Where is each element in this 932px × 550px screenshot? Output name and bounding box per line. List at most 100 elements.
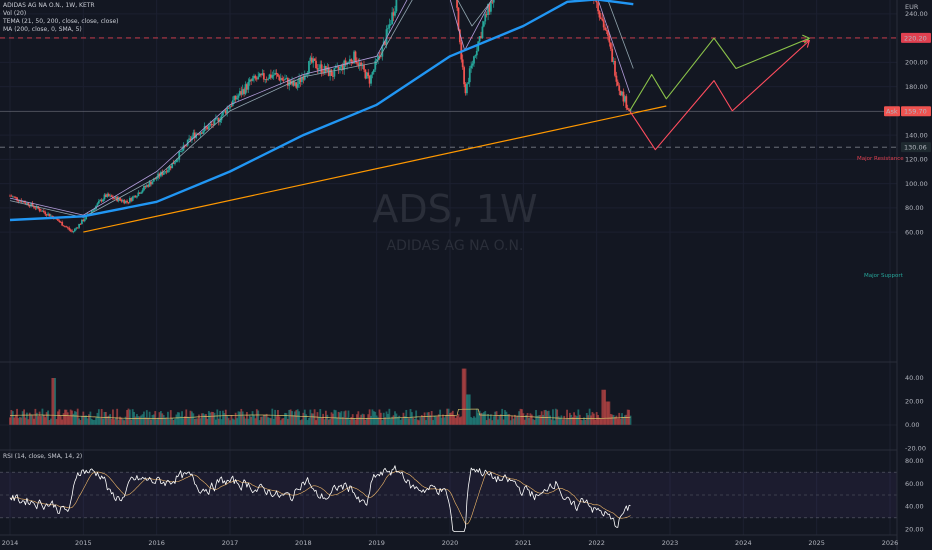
- volume-bar: [323, 419, 326, 425]
- volume-bar: [271, 408, 274, 425]
- volume-bar: [103, 411, 106, 425]
- candle-body: [209, 124, 212, 126]
- candle-body: [295, 82, 298, 88]
- volume-bar: [403, 416, 406, 425]
- volume-bar: [333, 409, 336, 425]
- volume-bar: [491, 420, 494, 425]
- volume-bar: [13, 417, 16, 425]
- candle-body: [317, 68, 320, 70]
- candle-body: [130, 198, 133, 201]
- volume-bar: [365, 417, 368, 425]
- volume-bar: [598, 417, 601, 425]
- candle-body: [79, 224, 82, 225]
- volume-bar: [14, 414, 17, 425]
- volume-bar: [17, 418, 20, 425]
- volume-bar: [227, 418, 230, 425]
- time-tick-label: 2017: [222, 539, 239, 547]
- support-annotation: Major Support: [864, 273, 904, 279]
- price-tick-label: 100.00: [905, 180, 928, 188]
- volume-bar: [329, 418, 332, 425]
- candle-body: [23, 201, 26, 203]
- volume-bar: [592, 413, 595, 425]
- volume-bar: [363, 414, 365, 425]
- volume-bar: [172, 420, 175, 425]
- candle-body: [123, 200, 126, 204]
- volume-bar: [112, 409, 114, 425]
- symbol-title[interactable]: ADIDAS AG NA O.N., 1W, KETR: [3, 2, 95, 9]
- candles: [9, 0, 632, 234]
- candle-body: [120, 199, 123, 202]
- volume-bar: [68, 415, 71, 425]
- volume-bar: [20, 417, 23, 425]
- volume-bar: [473, 416, 475, 425]
- volume-bar: [292, 415, 295, 425]
- volume-bar: [9, 417, 11, 425]
- candle-body: [181, 150, 183, 152]
- candle-body: [598, 11, 601, 18]
- candle-body: [463, 67, 466, 85]
- rsi-legend[interactable]: RSI (14, close, SMA, 14, 2): [3, 453, 83, 460]
- volume-bar: [423, 412, 426, 425]
- volume-bar: [85, 415, 88, 425]
- volume-bar: [354, 419, 357, 425]
- volume-bar: [370, 415, 372, 425]
- volume-bar: [189, 410, 192, 425]
- volume-bar: [618, 412, 621, 425]
- volume-bar: [337, 411, 340, 425]
- tema-legend[interactable]: TEMA (21, 50, 200, close, close, close): [3, 18, 119, 25]
- candle-body: [148, 181, 151, 187]
- candle-body: [17, 200, 20, 202]
- volume-bar: [433, 415, 436, 425]
- volume-bar: [447, 408, 450, 425]
- volume-bar: [110, 418, 113, 425]
- volume-bar: [169, 410, 172, 425]
- volume-bar: [379, 412, 382, 425]
- candle-body: [315, 60, 317, 69]
- volume-bar: [18, 417, 21, 425]
- volume-bar: [513, 414, 516, 425]
- candle-body: [607, 30, 609, 36]
- candle-body: [99, 199, 102, 202]
- vol-legend[interactable]: Vol (20): [3, 10, 27, 17]
- candle-body: [49, 215, 52, 217]
- volume-bar: [52, 378, 55, 425]
- support-price-tag-bg: [901, 142, 931, 153]
- volume-bar: [576, 416, 578, 425]
- volume-bar: [161, 413, 164, 425]
- candle-body: [119, 197, 121, 200]
- candle-body: [365, 72, 368, 79]
- pane-separators: [0, 0, 898, 550]
- candle-body: [24, 202, 27, 204]
- candle-body: [353, 51, 356, 64]
- volume-bar: [511, 415, 513, 425]
- candle-body: [131, 196, 134, 201]
- volume-bar: [568, 412, 571, 425]
- ma-legend[interactable]: MA (200, close, 0, SMA, 5): [3, 26, 82, 33]
- candle-body: [299, 77, 302, 82]
- volume-bar: [615, 415, 618, 425]
- volume-bar: [442, 414, 444, 425]
- volume-bar: [412, 418, 415, 425]
- volume-bar: [622, 416, 625, 425]
- candle-body: [257, 76, 260, 80]
- candle-body: [237, 95, 240, 98]
- time-tick-label: 2020: [442, 539, 459, 547]
- candle-body: [628, 109, 631, 111]
- candle-body: [133, 195, 136, 197]
- volume-bar: [121, 419, 124, 425]
- volume-bar: [55, 419, 58, 425]
- rsi-tick-label: 80.00: [905, 457, 924, 465]
- volume-bar: [536, 415, 539, 425]
- volume-bar: [199, 418, 202, 425]
- candle-body: [210, 124, 213, 125]
- volume-tick-label: 0.00: [905, 421, 919, 429]
- candle-body: [271, 75, 274, 78]
- resistance-price-tag: 220.20: [904, 34, 927, 42]
- volume-bar: [419, 417, 422, 425]
- volume-bar: [54, 378, 57, 425]
- rsi-tick-label: 20.00: [905, 525, 924, 533]
- volume-bar: [571, 416, 574, 425]
- volume-bar: [457, 414, 460, 425]
- volume-bar: [212, 412, 214, 425]
